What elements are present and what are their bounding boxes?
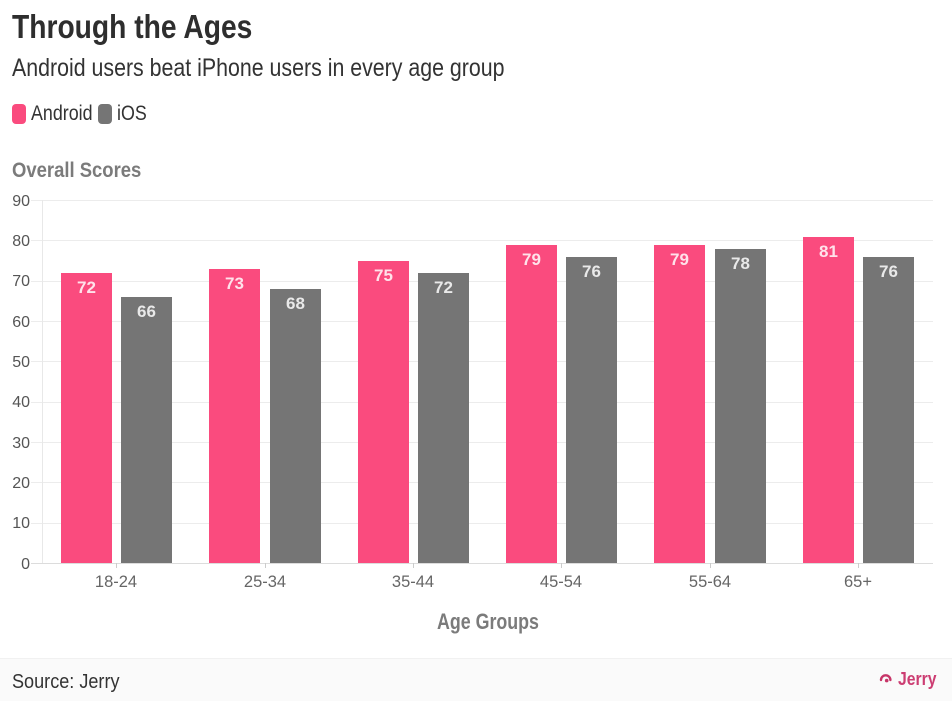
svg-text:Jerry: Jerry: [898, 669, 937, 689]
